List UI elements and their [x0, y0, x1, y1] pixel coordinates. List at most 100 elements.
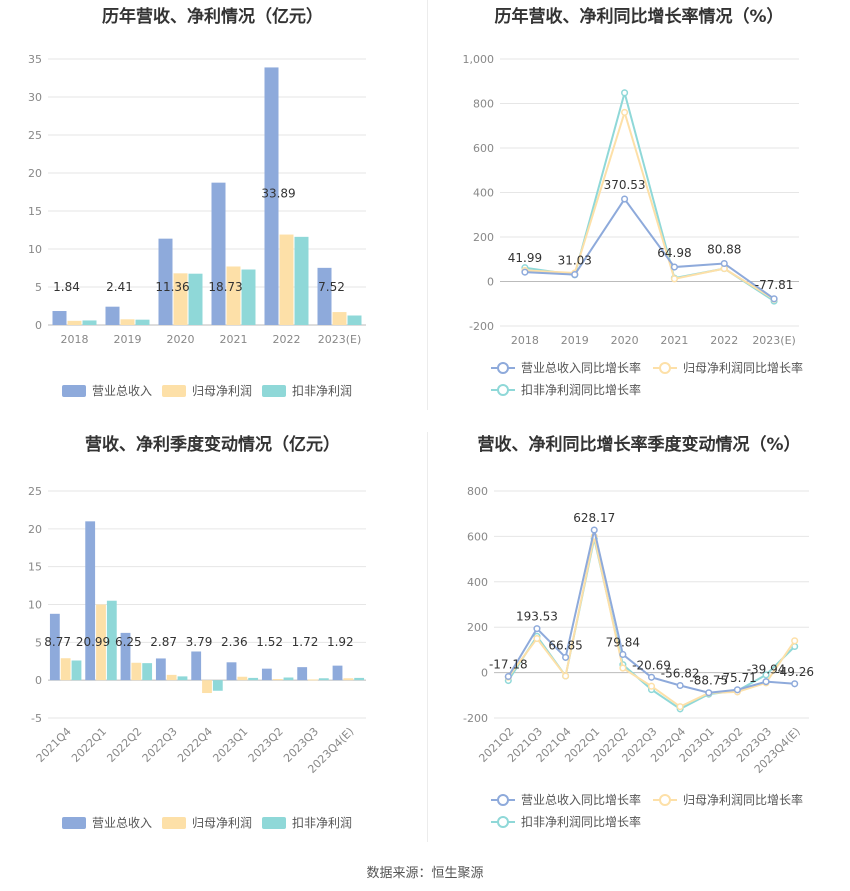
legend-label: 归母净利润 [192, 384, 252, 398]
y-tick-label: 1,000 [463, 53, 495, 66]
bar [120, 632, 131, 681]
x-tick-label: 2019 [561, 334, 589, 347]
data-point [521, 268, 529, 276]
data-label: 79.84 [606, 635, 640, 649]
x-tick-label: 2022 [710, 334, 738, 347]
data-label: 1.84 [53, 280, 80, 294]
y-tick-label: 600 [473, 142, 494, 155]
y-tick-label: 30 [28, 91, 42, 104]
y-tick-label: 5 [35, 636, 42, 649]
bar [105, 306, 120, 325]
chart-annual-revenue-profit: 0 5 10 15 20 25 30 35 2018 2019 2020 2021 2022 2023(E… [28, 53, 366, 398]
bar [332, 665, 343, 681]
data-label: -56.82 [661, 666, 700, 680]
bar [237, 676, 248, 681]
data-point [670, 275, 678, 283]
legend-label: 归母净利润同比增长率 [683, 792, 803, 807]
y-tick-label: 10 [28, 599, 42, 612]
bar [82, 320, 97, 325]
x-tick-label: 2018 [511, 334, 539, 347]
series-line [524, 108, 775, 301]
y-tick-label: 800 [473, 98, 494, 111]
legend-swatch [162, 817, 186, 829]
x-tick-label: 2021 [220, 333, 248, 346]
y-tick-label: 600 [467, 530, 488, 543]
chart-annual-growth-rate: -200 0 200 400 600 800 1,000 2018 2019 2020 2021 20… [463, 53, 804, 397]
panel-annual-growth: 历年营收、净利同比增长率情况（%） -200 0 200 400 600 800 1,000… [428, 0, 850, 415]
bar [272, 679, 283, 681]
y-tick-label: 0 [35, 319, 42, 332]
bar [96, 604, 106, 681]
bar [60, 658, 71, 681]
series-line [524, 197, 775, 300]
bar [241, 269, 256, 325]
data-label: -20.69 [632, 658, 671, 672]
bar [308, 679, 318, 681]
legend-label: 归母净利润同比增长率 [683, 360, 803, 375]
bar [226, 662, 237, 681]
data-label: -77.81 [755, 278, 794, 292]
y-tick-label: 15 [28, 561, 42, 574]
data-point [647, 682, 656, 690]
bar [226, 266, 241, 325]
data-label: -88.75 [689, 674, 728, 688]
bar [142, 663, 153, 681]
data-point [770, 295, 778, 303]
bar [279, 234, 294, 325]
data-label: 2.87 [150, 635, 177, 649]
x-tick-label: 2021Q4 [34, 725, 74, 765]
data-label: -17.18 [489, 657, 528, 671]
data-label: 1.72 [292, 635, 319, 649]
y-tick-label: -5 [31, 712, 42, 725]
bar [332, 312, 347, 325]
x-tick-label: 2018 [61, 333, 89, 346]
y-tick-label: 20 [28, 523, 42, 536]
bar [343, 678, 354, 681]
data-point [619, 664, 627, 672]
x-tick-label: 2022Q1 [69, 725, 109, 765]
legend-swatch-marker [497, 384, 509, 396]
data-label: 18.73 [208, 280, 242, 294]
data-label: 8.77 [44, 635, 71, 649]
panel-annual-revenue: 历年营收、净利情况（亿元） 0 5 10 15 20 25 30 35 2018 2019 2020… [0, 0, 425, 415]
y-tick-label: 20 [28, 167, 42, 180]
bar [49, 613, 60, 681]
data-label: 41.99 [508, 251, 542, 265]
data-label: 31.03 [558, 254, 592, 268]
y-tick-label: 10 [28, 243, 42, 256]
data-point [733, 686, 741, 694]
legend-swatch [162, 385, 186, 397]
bar [67, 320, 82, 325]
bar [106, 600, 117, 681]
y-tick-label: -200 [469, 320, 494, 333]
bar [131, 662, 142, 681]
bar [211, 182, 226, 325]
legend-swatch-marker [659, 362, 671, 374]
y-tick-label: 5 [35, 281, 42, 294]
legend-label: 扣非净利润同比增长率 [521, 382, 641, 397]
bar [264, 67, 279, 325]
y-tick-label: 200 [467, 621, 488, 634]
bar [248, 677, 259, 681]
data-point [670, 263, 678, 271]
y-tick-label: 0 [487, 276, 494, 289]
x-tick-label: 2020 [167, 333, 195, 346]
chart-title: 营收、净利同比增长率季度变动情况（%） [477, 435, 801, 455]
data-point [676, 703, 684, 711]
data-point [619, 650, 627, 659]
panel-quarterly-revenue: 营收、净利季度变动情况（亿元） -5 0 5 10 15 20 25 2021Q4 2022Q1… [0, 428, 425, 848]
y-tick-label: 0 [35, 674, 42, 687]
legend-label: 扣非净利润同比增长率 [521, 814, 641, 829]
chart-quarterly-growth-rate: -20002004006008002021Q22021Q32021Q42022Q… [463, 485, 814, 829]
y-tick-label: 35 [28, 53, 42, 66]
x-tick-label: 2021 [660, 334, 688, 347]
data-source: 数据来源：恒生聚源 [366, 866, 484, 881]
data-label: 628.17 [573, 511, 615, 525]
data-label: 80.88 [707, 243, 741, 257]
bar [297, 667, 308, 681]
data-label: -75.71 [718, 671, 757, 685]
data-point [621, 195, 629, 203]
data-point [533, 625, 541, 633]
x-tick-label: 2022 [273, 333, 301, 346]
data-label: 370.53 [604, 178, 646, 192]
